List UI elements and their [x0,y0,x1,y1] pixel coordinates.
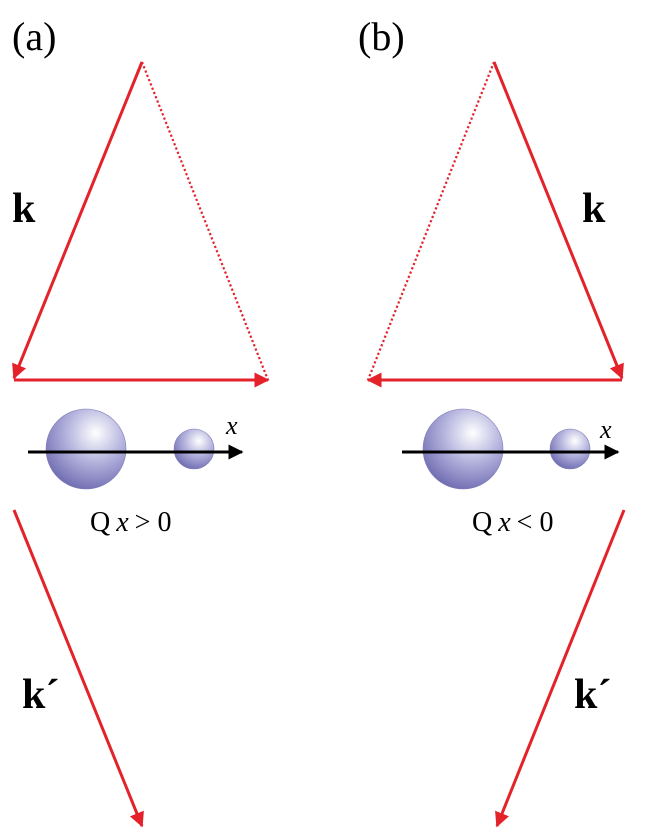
panel-a-x-axis-label: x [225,411,238,440]
panel-a-caption-q: Q [90,507,110,538]
panel-b-kprime-vector [495,509,626,828]
panel-a-small-atom [173,428,215,470]
panel-b-label: (b) [358,14,405,59]
panel-a-large-atom [45,408,127,490]
panel-a-caption-x: x [115,507,129,538]
panel-a-k-vector [12,61,144,380]
panel-b-x-axis-label: x [599,415,612,444]
panel-b-k-vector [492,61,624,380]
panel-a-kprime-dotted [140,61,270,381]
panel-b-k-label: k [582,186,606,232]
panel-b-caption-q: Q [472,507,492,538]
panel-b-kprime-label: k´ [574,672,611,718]
panel-a-k-label: k [12,186,36,232]
panel-b-caption-x: x [497,507,511,538]
panel-a-kprime-label: k´ [22,672,59,718]
panel-a-kprime-vector [12,509,144,828]
panel-b-caption-relation: < 0 [517,507,554,538]
panel-a-label: (a) [12,14,56,59]
panel-b-kprime-dotted [366,61,496,381]
panel-b-small-atom [549,428,591,470]
panel-a-caption-relation: > 0 [135,507,172,538]
panel-b-large-atom [422,408,504,490]
